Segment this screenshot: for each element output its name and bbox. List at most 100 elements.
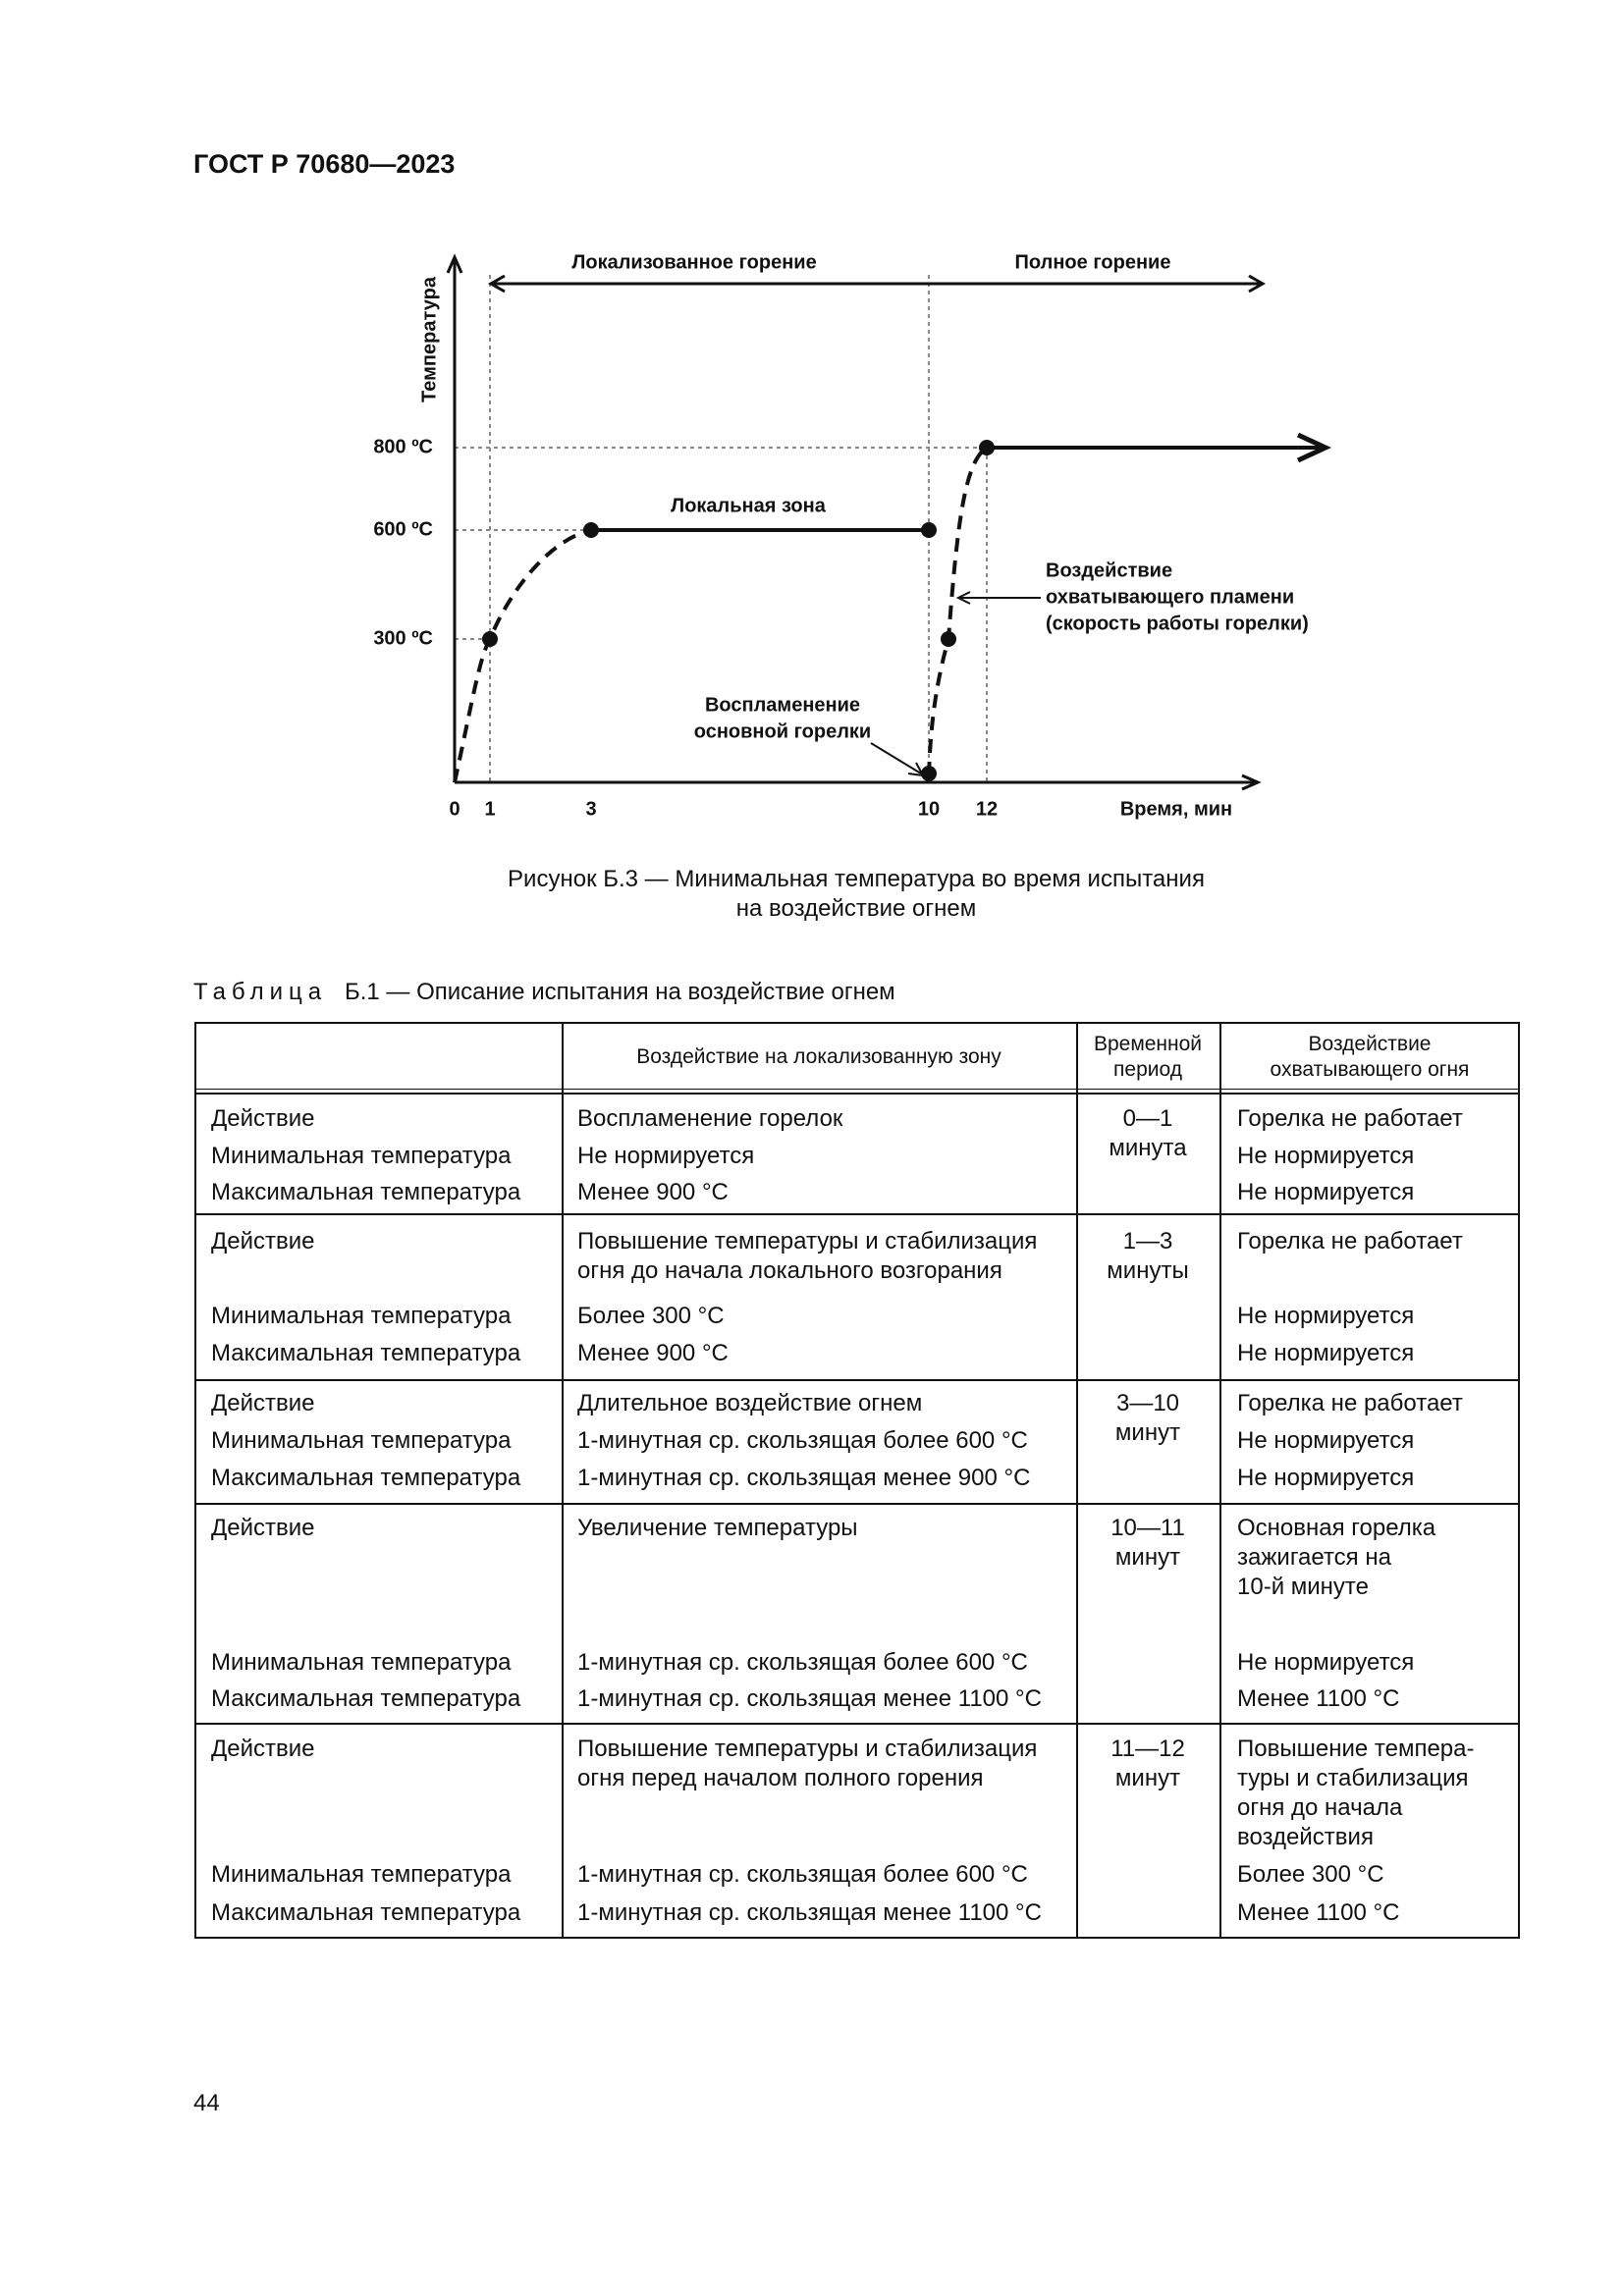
- table-header: Воздействие на локализованную зону: [636, 1045, 1001, 1068]
- period: минут: [1114, 1765, 1181, 1791]
- table-header: период: [1113, 1058, 1182, 1081]
- phase-label: Полное горение: [1015, 251, 1171, 273]
- row-label: Максимальная температура: [211, 1685, 521, 1712]
- table-border: [1219, 1022, 1221, 1939]
- zone-cell: Воспламенение горелок: [577, 1105, 843, 1132]
- y-axis-label: Температура: [418, 276, 440, 402]
- table-border: [562, 1022, 564, 1939]
- table-border: [194, 1379, 1520, 1381]
- zone-cell: Более 300 °C: [577, 1303, 725, 1329]
- x-tick-label: 1: [484, 798, 495, 820]
- fire-cell: Не нормируется: [1237, 1427, 1415, 1454]
- table-border: [194, 1093, 1520, 1095]
- phase-label: Локализованное горение: [571, 251, 816, 273]
- period: 1—3: [1122, 1228, 1173, 1255]
- fire-cell: Не нормируется: [1237, 1649, 1415, 1676]
- zone-cell: огня до начала локального возгорания: [577, 1257, 1002, 1284]
- period: 11—12: [1110, 1735, 1185, 1762]
- table-title: Б.1 — Описание испытания на воздействие …: [345, 979, 895, 1005]
- fire-cell: огня до начала: [1237, 1794, 1403, 1821]
- period: минут: [1114, 1419, 1181, 1446]
- fire-cell: Горелка не работает: [1237, 1228, 1463, 1255]
- table-border: [1518, 1022, 1520, 1939]
- zone-cell: Повышение температуры и стабилизация: [577, 1735, 1038, 1762]
- x-tick-label: 0: [449, 798, 460, 820]
- annotation: (скорость работы горелки): [1046, 613, 1309, 634]
- figure: Температура 300 ºC 600 ºC 800 ºC 0 1 3 1…: [373, 251, 1331, 820]
- zone-cell: Повышение температуры и стабилизация: [577, 1228, 1038, 1255]
- row-label: Действие: [211, 1390, 315, 1416]
- table-border: [1076, 1022, 1078, 1939]
- page-number: 44: [193, 2090, 220, 2116]
- table-border: [194, 1503, 1520, 1505]
- fire-cell: Основная горелка: [1237, 1515, 1436, 1541]
- table-border: [194, 1937, 1520, 1939]
- row-label: Действие: [211, 1228, 315, 1255]
- period: минута: [1109, 1135, 1187, 1161]
- row-label: Максимальная температура: [211, 1899, 521, 1926]
- row-label: Минимальная температура: [211, 1649, 512, 1676]
- table-border: [194, 1022, 196, 1939]
- zone-cell: Увеличение температуры: [577, 1515, 858, 1541]
- zone-cell: 1-минутная ср. скользящая более 600 °C: [577, 1427, 1028, 1454]
- table-border: [194, 1089, 1520, 1090]
- fire-cell: Не нормируется: [1237, 1179, 1415, 1205]
- table-label: Таблица: [193, 979, 328, 1005]
- row-label: Максимальная температура: [211, 1179, 521, 1205]
- fire-cell: Не нормируется: [1237, 1340, 1415, 1366]
- table-border: [194, 1022, 1520, 1024]
- x-tick-label: 3: [585, 798, 596, 820]
- period: 10—11: [1110, 1515, 1185, 1541]
- fire-cell: Горелка не работает: [1237, 1105, 1463, 1132]
- row-label: Минимальная температура: [211, 1427, 512, 1454]
- y-tick-label: 300 ºC: [373, 627, 433, 649]
- zone-cell: 1-минутная ср. скользящая более 600 °C: [577, 1861, 1028, 1888]
- figure-caption: на воздействие огнем: [735, 895, 977, 922]
- zone-cell: Не нормируется: [577, 1143, 755, 1169]
- x-tick-label: 10: [918, 798, 940, 820]
- zone-label: Локальная зона: [671, 495, 827, 516]
- fire-cell: Не нормируется: [1237, 1465, 1415, 1491]
- fire-cell: воздействия: [1237, 1824, 1374, 1850]
- zone-cell: 1-минутная ср. скользящая более 600 °C: [577, 1649, 1028, 1676]
- zone-cell: 1-минутная ср. скользящая менее 900 °C: [577, 1465, 1031, 1491]
- table-border: [194, 1213, 1520, 1215]
- row-label: Минимальная температура: [211, 1303, 512, 1329]
- fire-cell: Горелка не работает: [1237, 1390, 1463, 1416]
- fire-cell: Менее 1100 °C: [1237, 1899, 1400, 1926]
- fire-cell: Не нормируется: [1237, 1143, 1415, 1169]
- table-header: Воздействие: [1308, 1033, 1432, 1055]
- fire-cell: зажигается на: [1237, 1544, 1391, 1571]
- x-axis-label: Время, мин: [1120, 798, 1232, 820]
- zone-cell: огня перед началом полного горения: [577, 1765, 984, 1791]
- period: 0—1: [1122, 1105, 1173, 1132]
- axes: [446, 253, 1267, 791]
- points: [482, 440, 995, 781]
- x-tick-label: 12: [976, 798, 998, 820]
- fire-cell: Менее 1100 °C: [1237, 1685, 1400, 1712]
- fire-cell: туры и стабилизация: [1237, 1765, 1469, 1791]
- zone-cell: Менее 900 °C: [577, 1179, 729, 1205]
- annotation: основной горелки: [694, 721, 871, 742]
- y-tick-label: 800 ºC: [373, 436, 433, 457]
- y-tick-label: 600 ºC: [373, 518, 433, 540]
- curve: [453, 432, 1331, 783]
- zone-cell: Менее 900 °C: [577, 1340, 729, 1366]
- table-border: [194, 1723, 1520, 1725]
- row-label: Действие: [211, 1515, 315, 1541]
- fire-cell: Повышение темпера-: [1237, 1735, 1475, 1762]
- row-label: Максимальная температура: [211, 1465, 521, 1491]
- period: минут: [1114, 1544, 1181, 1571]
- annotation: Воздействие: [1046, 560, 1172, 581]
- table-header: Временной: [1093, 1033, 1203, 1055]
- zone-cell: 1-минутная ср. скользящая менее 1100 °C: [577, 1899, 1042, 1926]
- annotation: Воспламенение: [705, 694, 860, 716]
- fire-cell: Не нормируется: [1237, 1303, 1415, 1329]
- fire-cell: 10-й минуте: [1237, 1574, 1369, 1600]
- table-header: охватывающего огня: [1270, 1058, 1470, 1081]
- figure-caption: Рисунок Б.3 — Минимальная температура во…: [508, 866, 1205, 892]
- fire-cell: Более 300 °C: [1237, 1861, 1384, 1888]
- row-label: Действие: [211, 1735, 315, 1762]
- row-label: Действие: [211, 1105, 315, 1132]
- row-label: Минимальная температура: [211, 1143, 512, 1169]
